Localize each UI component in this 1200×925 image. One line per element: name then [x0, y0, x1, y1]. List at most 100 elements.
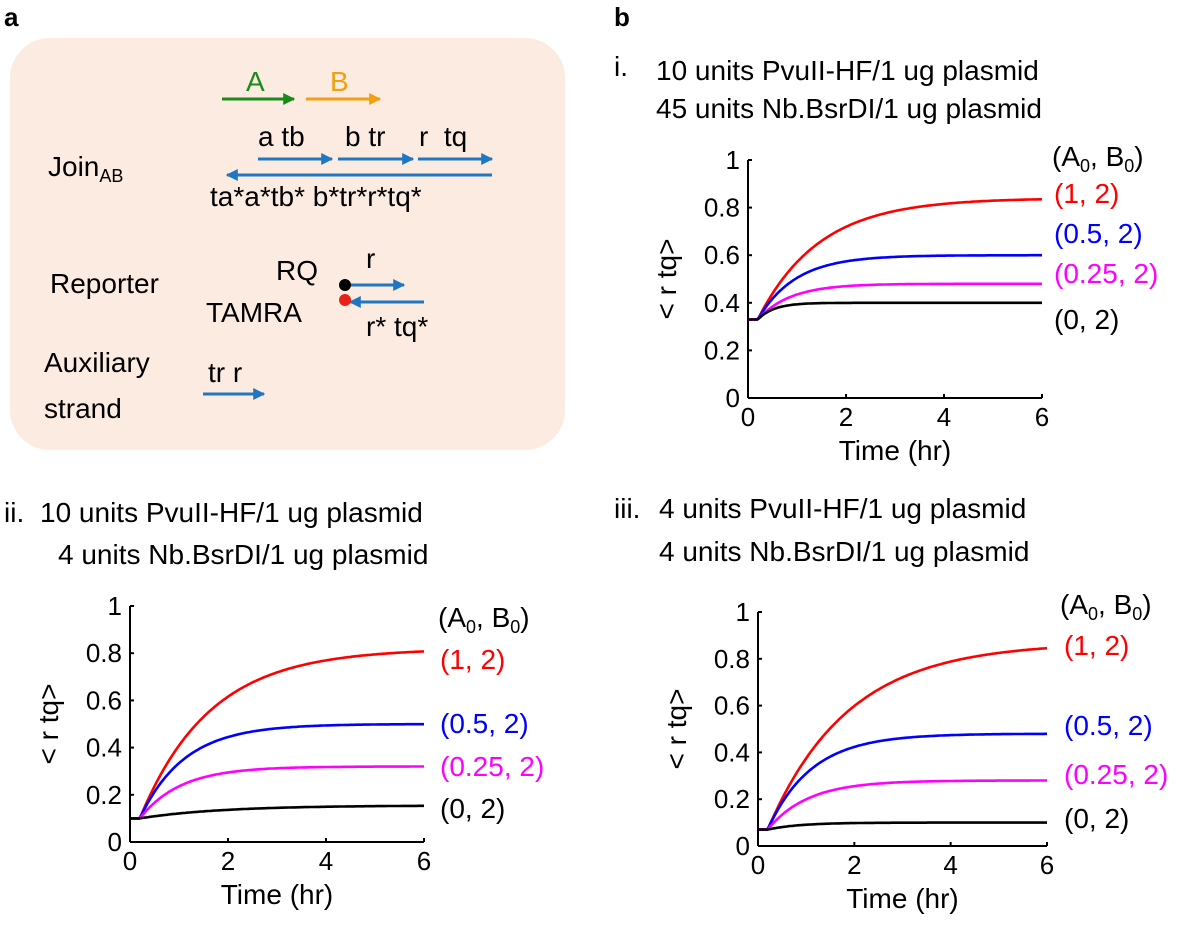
- aux-label-2: strand: [44, 393, 122, 424]
- join-complex: JoinAB a tb b tr r tq ta*a*tb* b*tr*r*tq…: [48, 121, 494, 212]
- y-axis-label: < r tq>: [33, 684, 64, 765]
- legend-header-end: ): [520, 602, 529, 633]
- legend-header-text: (A: [1052, 141, 1080, 172]
- x-axis-label: Time (hr): [839, 435, 952, 466]
- legend-header-sub1: 0: [1088, 604, 1098, 624]
- aux-domains: tr r: [208, 357, 242, 388]
- x-tick-label: 2: [839, 402, 853, 432]
- x-tick-label: 6: [417, 846, 431, 876]
- chart-ii-legend-entry-4: (0, 2): [440, 793, 505, 824]
- legend-header-sub1: 0: [1080, 156, 1090, 176]
- tamra-label: TAMRA: [206, 297, 302, 328]
- series-line-1: [130, 650, 425, 820]
- y-tick-label: 0.8: [86, 638, 122, 668]
- chart-ii-legend-entry-2: (0.5, 2): [440, 708, 529, 739]
- y-tick-label: 0.6: [704, 240, 740, 270]
- series-line-3: [758, 779, 1047, 831]
- y-tick-label: 0: [736, 831, 750, 861]
- legend-header-text: (A: [1060, 589, 1088, 620]
- auxiliary-strand: Auxiliary strand tr r: [44, 347, 266, 424]
- x-axis-label: Time (hr): [846, 883, 959, 914]
- y-tick-label: 0: [726, 383, 740, 413]
- series-line-1: [748, 198, 1042, 321]
- reporter-bottom-domains: r* tq*: [366, 311, 428, 342]
- x-tick-label: 4: [937, 402, 951, 432]
- chart-i-title-line1: 10 units PvuII-HF/1 ug plasmid: [656, 55, 1039, 86]
- series-line-2: [130, 722, 424, 820]
- series-line-2: [748, 253, 1042, 321]
- y-tick-label: 0.2: [86, 780, 122, 810]
- chart-ii-title-line1: 10 units PvuII-HF/1 ug plasmid: [40, 497, 423, 528]
- chart-iii-title-line1: 4 units PvuII-HF/1 ug plasmid: [659, 493, 1026, 524]
- y-tick-label: 0.8: [714, 644, 750, 674]
- aux-label-1: Auxiliary: [44, 347, 150, 378]
- chart-i: i. 10 units PvuII-HF/1 ug plasmid 45 uni…: [614, 51, 1158, 466]
- legend-header-end: ): [1134, 141, 1143, 172]
- x-tick-label: 0: [123, 846, 137, 876]
- reporter-label: Reporter: [50, 268, 159, 299]
- legend-header-mid: , B: [1098, 589, 1132, 620]
- y-tick-label: 0.4: [86, 733, 122, 763]
- chart-iii-legend-entry-2: (0.5, 2): [1064, 710, 1153, 741]
- legend-header-sub1: 0: [466, 617, 476, 637]
- chart-ii-plot: 0 0.2 0.4 0.6 0.8 1 0 2 4 6 Time (hr) < r tq>: [33, 591, 431, 910]
- chart-iii-legend-header: (A0, B0): [1060, 589, 1152, 624]
- chart-ii-legend-entry-1: (1, 2): [440, 644, 505, 675]
- series-line-1: [758, 646, 1048, 831]
- y-tick-label: 0.8: [704, 193, 740, 223]
- x-axis-label: Time (hr): [221, 879, 334, 910]
- chart-ii-title-line2: 4 units Nb.BsrDI/1 ug plasmid: [58, 539, 428, 570]
- join-domain-a-tb: a tb: [258, 121, 305, 152]
- chart-i-legend-header: (A0, B0): [1052, 141, 1144, 176]
- series-line-3: [130, 765, 424, 820]
- legend-header-sub2: 0: [1124, 156, 1134, 176]
- rq-label: RQ: [276, 255, 318, 286]
- legend-header-mid: , B: [476, 602, 510, 633]
- y-axis-label: < r tq>: [651, 239, 682, 320]
- y-tick-label: 0.2: [704, 335, 740, 365]
- join-label-main: Join: [48, 151, 99, 182]
- chart-i-legend-entry-4: (0, 2): [1054, 304, 1119, 335]
- chart-i-legend-entry-3: (0.25, 2): [1054, 258, 1158, 289]
- series-line-4: [758, 821, 1047, 831]
- quencher-dot: [339, 279, 351, 291]
- panel-label-b: b: [614, 2, 630, 32]
- y-tick-label: 1: [108, 591, 122, 621]
- x-tick-label: 4: [943, 850, 957, 880]
- chart-ii-panel-number: ii.: [4, 497, 24, 528]
- join-domain-r-tq: r tq: [419, 121, 467, 152]
- chart-iii-legend-entry-4: (0, 2): [1064, 803, 1129, 834]
- chart-iii-legend-entry-1: (1, 2): [1064, 630, 1129, 661]
- chart-ii-legend-header: (A0, B0): [438, 602, 530, 637]
- y-tick-label: 0.6: [714, 691, 750, 721]
- domain-a-label: A: [246, 66, 265, 97]
- join-label: JoinAB: [48, 151, 123, 186]
- join-label-sub: AB: [99, 166, 123, 186]
- fluorophore-dot: [339, 294, 351, 306]
- legend-header-sub2: 0: [1132, 604, 1142, 624]
- chart-i-panel-number: i.: [614, 51, 628, 82]
- series-line-3: [748, 282, 1042, 321]
- join-bottom-domains: ta*a*tb* b*tr*r*tq*: [210, 181, 422, 212]
- legend-header-sub2: 0: [510, 617, 520, 637]
- domain-legend: A B: [222, 66, 382, 105]
- y-tick-label: 0.6: [86, 685, 122, 715]
- chart-iii-legend-entry-3: (0.25, 2): [1064, 759, 1168, 790]
- chart-i-title-line2: 45 units Nb.BsrDI/1 ug plasmid: [656, 93, 1042, 124]
- reporter-top-domain: r: [366, 243, 375, 274]
- x-tick-label: 2: [847, 850, 861, 880]
- y-tick-label: 0.4: [714, 737, 750, 767]
- y-axis-label: < r tq>: [661, 689, 692, 770]
- chart-i-legend-entry-2: (0.5, 2): [1054, 218, 1143, 249]
- panel-label-a: a: [4, 2, 19, 32]
- x-tick-label: 0: [741, 402, 755, 432]
- chart-iii-plot: 0 0.2 0.4 0.6 0.8 1 0 2 4 6 Time (hr) < r tq>: [661, 597, 1054, 914]
- x-tick-label: 2: [221, 846, 235, 876]
- x-tick-label: 4: [319, 846, 333, 876]
- chart-ii-legend-entry-3: (0.25, 2): [440, 751, 544, 782]
- chart-iii: iii. 4 units PvuII-HF/1 ug plasmid 4 uni…: [614, 493, 1168, 914]
- y-tick-label: 0: [108, 827, 122, 857]
- y-tick-label: 0.2: [714, 784, 750, 814]
- series-line-2: [758, 732, 1047, 831]
